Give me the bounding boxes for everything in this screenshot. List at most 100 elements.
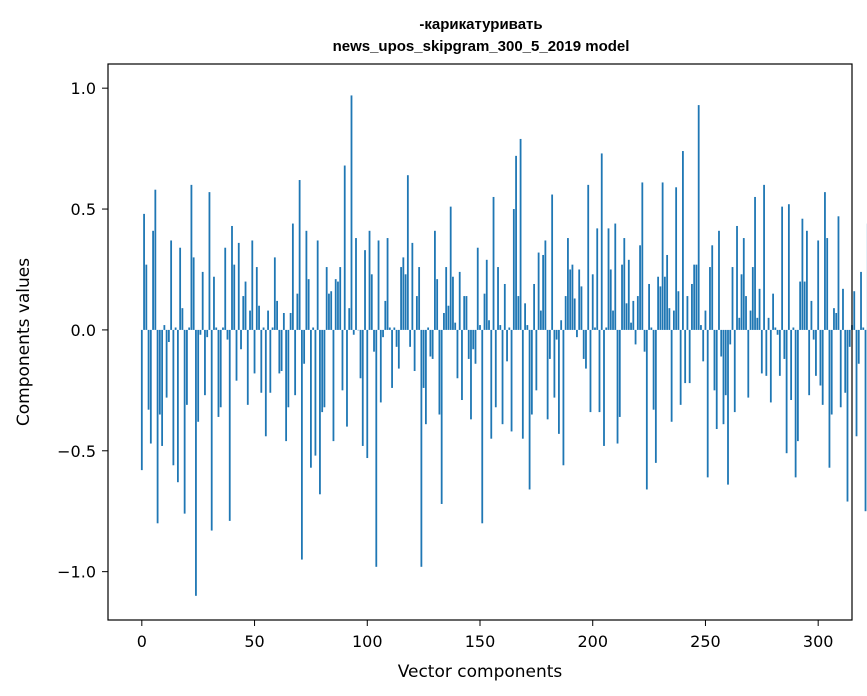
bar [560,320,563,330]
bar [278,329,281,374]
bar [424,329,427,425]
bar [321,329,324,413]
bar [821,329,824,405]
bar [668,308,671,330]
bar [222,327,224,330]
bar [506,329,508,362]
bar [343,165,346,330]
bar [479,325,481,330]
bar [749,310,752,330]
bar [785,329,788,454]
bar [476,247,479,330]
bar [526,325,529,330]
bar [718,230,720,330]
bar [395,329,398,347]
bar [163,325,166,330]
bar [774,327,777,330]
y-tick-label: −0.5 [57,442,96,461]
x-axis-ticks: 0 50 100 150 200 250 300 [137,620,833,651]
bar [422,329,425,388]
bar [260,329,263,393]
bar [630,322,632,330]
bar [636,296,639,330]
bar [806,230,808,330]
bar [643,329,646,352]
bar [605,327,608,330]
bar [745,296,747,330]
bar [454,322,457,330]
y-tick-label: −1.0 [57,563,96,582]
bar [429,329,432,357]
bar [280,329,283,372]
bar [179,247,182,330]
bar [307,279,310,330]
bar [440,329,443,504]
bar [249,310,251,330]
bar [634,329,637,345]
bar [285,329,288,442]
bar [512,209,515,330]
bar [720,329,723,357]
x-tick-label: 0 [137,632,147,651]
bar [661,182,664,330]
bar [170,240,173,330]
bar [521,329,524,439]
bar [641,182,644,330]
bar [195,329,197,596]
bar [546,329,549,420]
bar [355,238,357,330]
y-axis-ticks: 1.0 0.5 0.0 −0.5 −1.0 [57,79,108,582]
x-tick-label: 200 [577,632,608,651]
bar [235,329,238,381]
bar [686,296,689,330]
bar [562,329,565,466]
bar [733,329,736,413]
bar [790,329,793,401]
bar [812,329,815,340]
bar [287,329,290,408]
bar [539,310,542,330]
bar [801,218,804,330]
bar [149,329,152,444]
bar [361,329,364,446]
bar [282,312,285,330]
bar [197,329,200,422]
bar [828,329,831,468]
bar [465,296,468,330]
bar [368,230,371,330]
bar [645,329,648,490]
y-axis-label: Components values [14,258,34,426]
bar [431,329,434,359]
bar [377,240,380,330]
bar [551,194,554,330]
bar [413,329,416,372]
bar [609,269,612,330]
bar [242,296,245,330]
bar [352,329,355,335]
bar [763,184,765,330]
bar [199,329,202,335]
bar [684,329,687,384]
bar [803,281,806,330]
bar [289,312,292,330]
bar [210,329,213,531]
bar [657,276,660,330]
bar [758,288,761,330]
bar [738,317,741,330]
bar [186,329,188,405]
bar [603,329,605,446]
bar [384,300,387,330]
bar [156,329,159,524]
chart-title-line-2: news_upos_skipgram_300_5_2019 model [333,38,630,55]
bar [576,329,578,338]
bar [366,329,369,459]
bar [391,329,393,388]
bar [677,291,680,330]
bar [794,329,797,478]
bar [587,184,590,330]
bar [201,271,204,330]
bar [612,310,614,330]
bar [449,206,452,330]
bar [237,242,240,330]
bar [152,230,154,330]
